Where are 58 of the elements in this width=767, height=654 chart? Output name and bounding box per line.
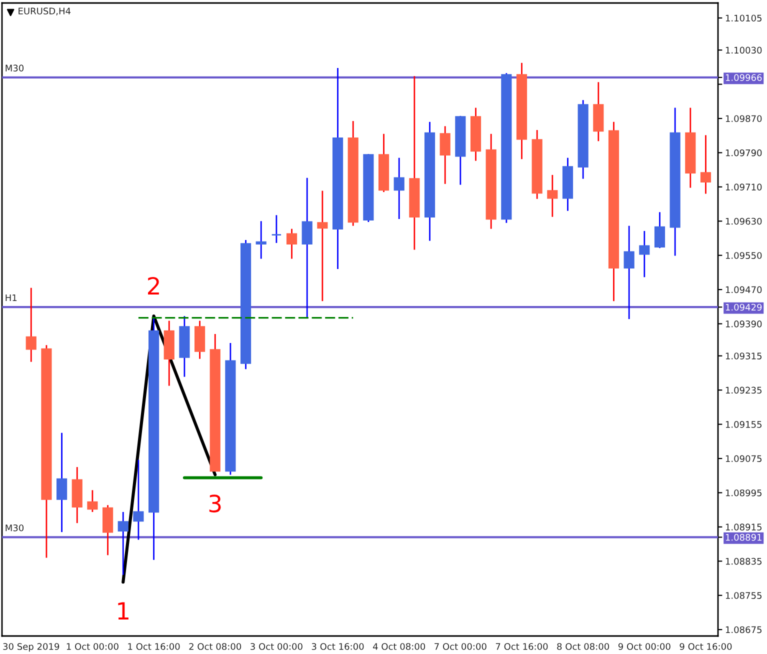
ref-line-label: M30: [6, 64, 24, 72]
y-tick-label: 1.09710: [726, 184, 762, 190]
chart-title: EURUSD,H4: [18, 8, 71, 16]
candlestick: [102, 504, 114, 556]
y-tick-label: 1.08755: [726, 592, 762, 599]
candlestick: [654, 211, 666, 249]
x-tick-label: 8 Oct 08:00: [557, 643, 610, 650]
annotation: 2: [148, 276, 159, 294]
x-tick-label: 2 Oct 08:00: [189, 643, 242, 650]
candlestick: [317, 190, 328, 302]
ref-line-label: H1: [6, 294, 17, 302]
y-tick-label: 1.09075: [726, 455, 762, 462]
x-tick-label: 30 Sep 2019: [3, 643, 60, 652]
candlestick: [118, 511, 128, 576]
y-tick-label: 1.08995: [726, 489, 762, 496]
y-tick-label: 1.09470: [726, 286, 762, 294]
x-tick-label: 7 Oct 00:00: [434, 643, 486, 650]
y-tick-label: 1.09630: [726, 218, 762, 225]
y-tick-label: 1.09966: [726, 74, 762, 81]
y-tick-label: 1.09550: [726, 252, 762, 259]
annotation: 3: [209, 494, 221, 512]
candlestick: [286, 228, 298, 260]
x-tick-label: 3 Oct 00:00: [250, 643, 302, 650]
y-tick-label: 1.08891: [726, 534, 762, 541]
candlestick: [440, 125, 450, 185]
candlestick: [56, 432, 68, 533]
y-tick-label: 1.08835: [726, 558, 762, 565]
candlestick: [133, 459, 144, 540]
y-tick-label: 1.09870: [726, 115, 762, 122]
y-tick-label: 1.09235: [726, 386, 762, 394]
candlestick: [271, 214, 282, 244]
candlestick: [394, 157, 404, 220]
candlestick: [639, 230, 650, 278]
y-tick-label: 1.08915: [726, 524, 762, 530]
candlestick: [87, 489, 98, 513]
ref-line-label: M30: [6, 524, 24, 532]
y-tick-label: 1.10030: [726, 46, 762, 54]
y-tick-label: 1.09155: [726, 421, 762, 428]
y-tick-label: 1.09429: [726, 304, 762, 311]
y-tick-label: 1.10105: [726, 14, 762, 22]
annotation: 1: [118, 602, 128, 620]
x-tick-label: 9 Oct 00:00: [618, 643, 670, 650]
x-tick-label: 7 Oct 16:00: [496, 643, 548, 650]
y-tick-label: 1.09315: [726, 352, 762, 360]
candlestick: [26, 287, 36, 363]
candlestick: [256, 220, 266, 260]
x-tick-label: 1 Oct 16:00: [128, 643, 180, 650]
y-tick-label: 1.09390: [726, 320, 762, 328]
x-tick-label: 3 Oct 16:00: [312, 643, 364, 650]
candlestick: [624, 225, 634, 320]
y-tick-label: 1.08675: [726, 626, 762, 634]
x-tick-label: 4 Oct 08:00: [372, 643, 426, 650]
y-tick-label: 1.09790: [726, 149, 762, 156]
candlestick: [700, 134, 712, 194]
candlestick: [302, 177, 312, 318]
x-tick-label: 1 Oct 00:00: [66, 643, 118, 650]
candlestick: [547, 174, 558, 218]
x-tick-label: 9 Oct 16:00: [680, 643, 732, 650]
